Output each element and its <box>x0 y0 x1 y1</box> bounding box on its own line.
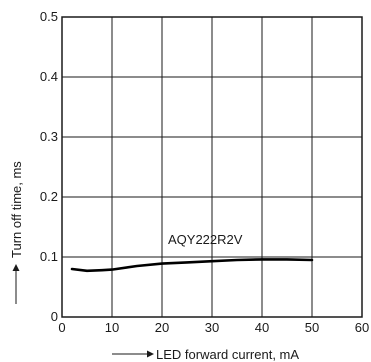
x-tick-label: 20 <box>155 320 169 335</box>
y-axis-label-group: Turn off time, ms <box>9 161 24 304</box>
y-tick-label: 0.5 <box>40 9 58 24</box>
y-tick-label: 0.1 <box>40 249 58 264</box>
series-label-aqy222r2v: AQY222R2V <box>168 232 243 247</box>
y-tick-label: 0.4 <box>40 69 58 84</box>
series-line-0 <box>70 258 314 273</box>
x-tick-label: 50 <box>305 320 319 335</box>
y-tick-labels: 0 0.1 0.2 0.3 0.4 0.5 <box>40 9 58 324</box>
x-tick-label: 0 <box>58 320 65 335</box>
x-tick-label: 40 <box>255 320 269 335</box>
y-axis-arrowhead-icon <box>12 264 20 271</box>
plot-frame <box>61 16 363 318</box>
x-axis-arrowhead-icon <box>147 350 154 358</box>
y-tick-label: 0.2 <box>40 189 58 204</box>
x-axis-label-group: LED forward current, mA <box>112 347 299 362</box>
x-tick-labels: 0 10 20 30 40 50 60 <box>58 320 369 335</box>
x-tick-label: 60 <box>355 320 369 335</box>
x-tick-label: 10 <box>105 320 119 335</box>
y-tick-label: 0.3 <box>40 129 58 144</box>
y-tick-label: 0 <box>51 309 58 324</box>
x-axis-label: LED forward current, mA <box>156 347 299 362</box>
x-tick-label: 30 <box>205 320 219 335</box>
series-lines <box>70 258 314 273</box>
grid <box>61 16 363 318</box>
y-axis-label: Turn off time, ms <box>9 161 24 258</box>
